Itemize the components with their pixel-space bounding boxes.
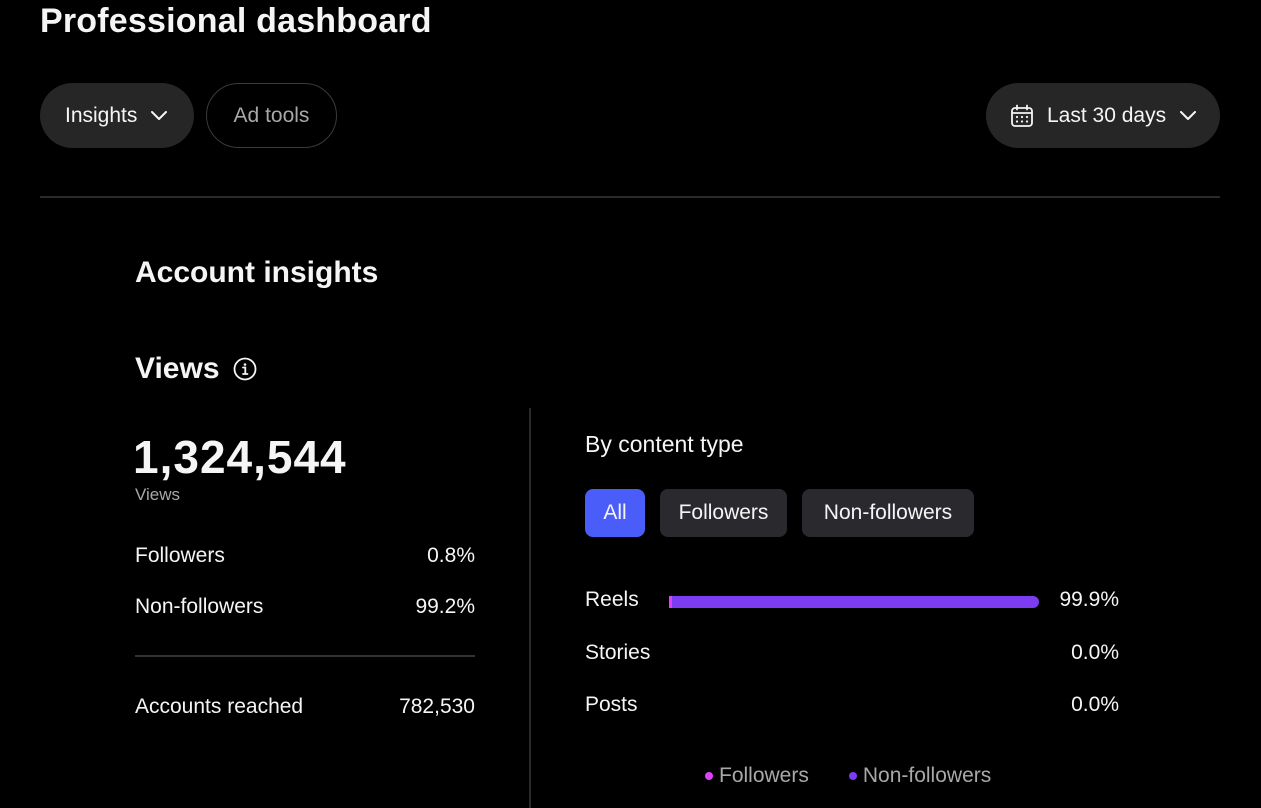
nonfollowers-stat-row: Non-followers 99.2% (135, 595, 475, 619)
content-type-row-reels: Reels 99.9% (585, 588, 1119, 618)
date-range-dropdown[interactable]: Last 30 days (986, 83, 1220, 148)
content-type-legend: Followers Non-followers (705, 764, 1031, 788)
followers-stat-row: Followers 0.8% (135, 544, 475, 568)
date-range-label: Last 30 days (1047, 103, 1167, 127)
content-type-label: Stories (585, 641, 651, 664)
filter-followers-chip[interactable]: Followers (660, 489, 787, 537)
legend-item-nonfollowers: Non-followers (848, 764, 992, 788)
page-title: Professional dashboard (40, 2, 432, 40)
insights-dropdown[interactable]: Insights (40, 83, 194, 148)
content-type-row-stories: Stories 0.0% (585, 641, 1119, 671)
calendar-icon (1010, 104, 1034, 128)
followers-dot (705, 772, 713, 780)
followers-label: Followers (135, 544, 225, 567)
header-divider (40, 196, 1220, 198)
views-title: Views (135, 352, 257, 386)
legend-item-followers: Followers (705, 764, 809, 788)
content-type-pct: 99.9% (1059, 588, 1119, 611)
accounts-reached-row: Accounts reached 782,530 (135, 695, 475, 719)
nonfollowers-pct: 99.2% (415, 595, 475, 618)
content-type-bar-track (669, 701, 1039, 713)
ad-tools-button[interactable]: Ad tools (206, 83, 337, 148)
content-type-label: Reels (585, 588, 639, 611)
content-type-label: Posts (585, 693, 638, 716)
legend-followers-label: Followers (719, 764, 809, 787)
views-title-label: Views (135, 352, 220, 385)
chevron-down-icon (151, 110, 168, 121)
content-type-bar (669, 596, 1039, 608)
filter-nonfollowers-label: Non-followers (823, 501, 953, 524)
account-insights-title: Account insights (135, 256, 379, 289)
accounts-reached-label: Accounts reached (135, 695, 304, 718)
views-total: 1,324,544 (133, 431, 347, 483)
legend-nonfollowers-label: Non-followers (862, 764, 992, 787)
insights-label: Insights (65, 103, 138, 127)
filter-all-label: All (603, 501, 627, 524)
nonfollowers-label: Non-followers (135, 595, 264, 618)
content-type-row-posts: Posts 0.0% (585, 693, 1119, 723)
content-type-pct: 0.0% (1071, 693, 1119, 716)
accounts-reached-value: 782,530 (399, 695, 475, 718)
followers-pct: 0.8% (427, 544, 475, 567)
ad-tools-label: Ad tools (233, 103, 310, 127)
nonfollowers-dot (848, 772, 857, 780)
column-divider (529, 408, 531, 808)
content-type-pct: 0.0% (1071, 641, 1119, 664)
content-type-bar-track (669, 596, 1039, 608)
filter-nonfollowers-chip[interactable]: Non-followers (802, 489, 974, 537)
content-type-bar-track (669, 649, 1039, 661)
stats-divider (135, 655, 475, 657)
filter-all-chip[interactable]: All (585, 489, 645, 537)
views-total-label: Views (135, 485, 181, 504)
filter-followers-label: Followers (678, 501, 769, 524)
info-icon[interactable] (233, 357, 257, 381)
by-content-type-title: By content type (585, 431, 744, 457)
chevron-down-icon (1180, 110, 1197, 121)
